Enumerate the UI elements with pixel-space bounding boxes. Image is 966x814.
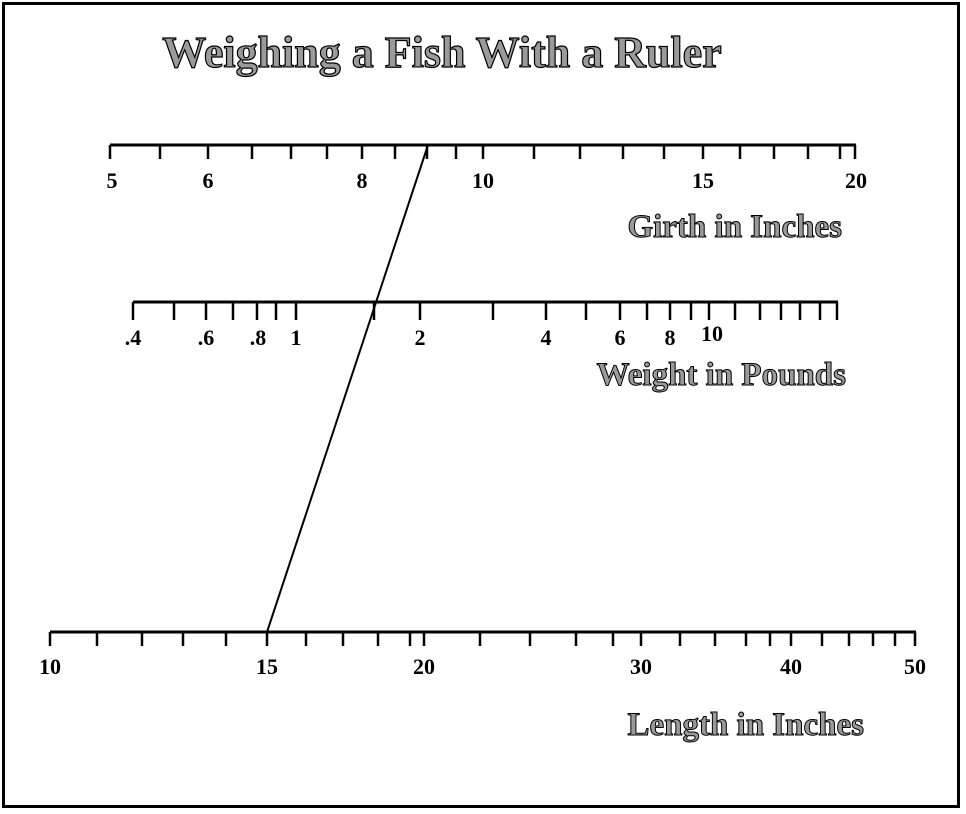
weight-scale: .4 .6 .8 1 2 4 6 8 10 Weight in Pounds xyxy=(125,300,847,394)
length-label-40: 40 xyxy=(780,654,802,679)
weight-label-0.4: .4 xyxy=(125,325,142,350)
length-label-20: 20 xyxy=(413,654,435,679)
weight-axis-title: Weight in Pounds xyxy=(597,357,847,393)
weight-label-8: 8 xyxy=(665,325,676,350)
weight-label-0.6: .6 xyxy=(198,325,215,350)
length-label-30: 30 xyxy=(630,654,652,679)
weight-label-6: 6 xyxy=(615,325,626,350)
length-label-10: 10 xyxy=(39,654,61,679)
weight-label-0.8: .8 xyxy=(250,325,267,350)
girth-label-8: 8 xyxy=(357,168,368,193)
length-label-50: 50 xyxy=(904,654,926,679)
diagram-title: Weighing a Fish With a Ruler xyxy=(162,28,721,77)
example-ruler-line xyxy=(266,144,429,633)
girth-label-10: 10 xyxy=(472,168,494,193)
length-ticks xyxy=(48,632,917,646)
girth-label-20: 20 xyxy=(845,168,867,193)
girth-axis-title: Girth in Inches xyxy=(627,209,842,245)
length-axis-title: Length in Inches xyxy=(627,707,864,743)
weight-label-4: 4 xyxy=(541,325,552,350)
weight-label-10: 10 xyxy=(701,321,723,346)
girth-label-5: 5 xyxy=(107,168,118,193)
girth-ticks xyxy=(108,145,857,159)
weight-ticks xyxy=(131,302,839,320)
length-label-15: 15 xyxy=(256,654,278,679)
girth-label-15: 15 xyxy=(692,168,714,193)
girth-scale: 5 6 8 10 15 20 Girth in Inches xyxy=(107,143,867,246)
weight-label-1: 1 xyxy=(291,325,302,350)
girth-label-6: 6 xyxy=(203,168,214,193)
weight-label-2: 2 xyxy=(415,325,426,350)
length-scale: 10 15 20 30 40 50 Length in Inches xyxy=(39,630,926,744)
